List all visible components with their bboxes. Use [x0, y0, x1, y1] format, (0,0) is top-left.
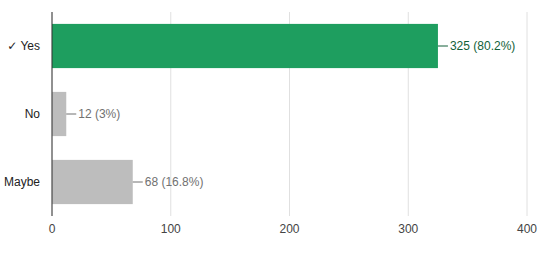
tick-label: 200 — [279, 222, 299, 236]
category-label: Maybe — [4, 175, 40, 189]
tick-label: 300 — [398, 222, 418, 236]
category-label: ✓ Yes — [7, 39, 40, 53]
chart-container: 0 100 200 300 400 ✓ Yes 325 (80.2%) No 12 (3%) Ma… — [0, 0, 552, 255]
bar — [52, 24, 438, 68]
tick-label: 100 — [161, 222, 181, 236]
bar — [52, 92, 66, 136]
data-label: 12 (3%) — [78, 107, 120, 121]
bars — [52, 24, 438, 204]
leader-line — [133, 182, 143, 183]
data-label: 325 (80.2%) — [450, 39, 515, 53]
grid-line — [527, 12, 528, 216]
category-label: No — [25, 107, 41, 121]
grid-line — [52, 12, 53, 216]
chart-svg: 0 100 200 300 400 ✓ Yes 325 (80.2%) No 12 (3%) Ma… — [0, 0, 552, 255]
axis-line — [52, 12, 53, 216]
tick-label: 400 — [517, 222, 537, 236]
data-label: 68 (16.8%) — [145, 175, 204, 189]
tick-label: 0 — [49, 222, 56, 236]
bar — [52, 160, 133, 204]
leader-line — [438, 46, 448, 47]
leader-line — [66, 114, 76, 115]
